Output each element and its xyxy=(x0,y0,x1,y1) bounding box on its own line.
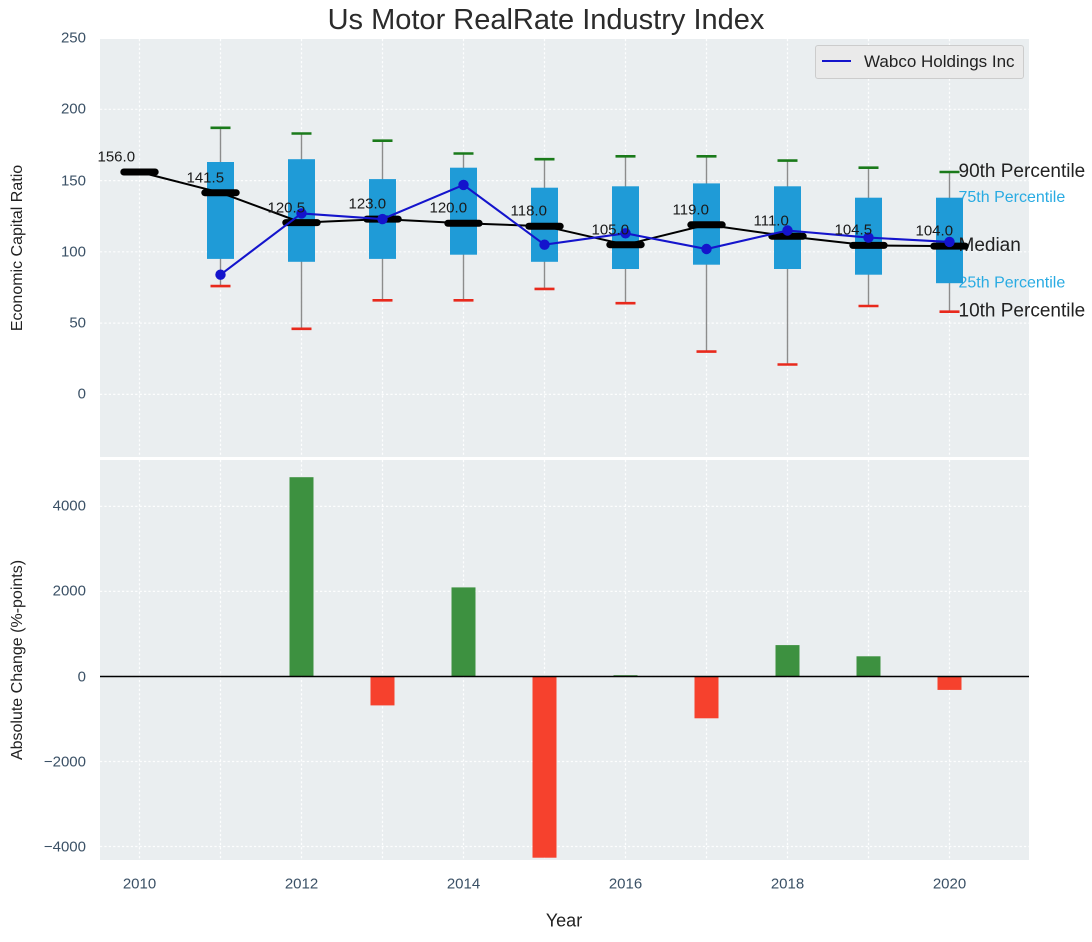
svg-text:10th Percentile: 10th Percentile xyxy=(959,301,1086,322)
svg-text:90th Percentile: 90th Percentile xyxy=(959,161,1086,182)
svg-text:75th Percentile: 75th Percentile xyxy=(959,189,1066,206)
svg-text:25th Percentile: 25th Percentile xyxy=(959,274,1066,291)
